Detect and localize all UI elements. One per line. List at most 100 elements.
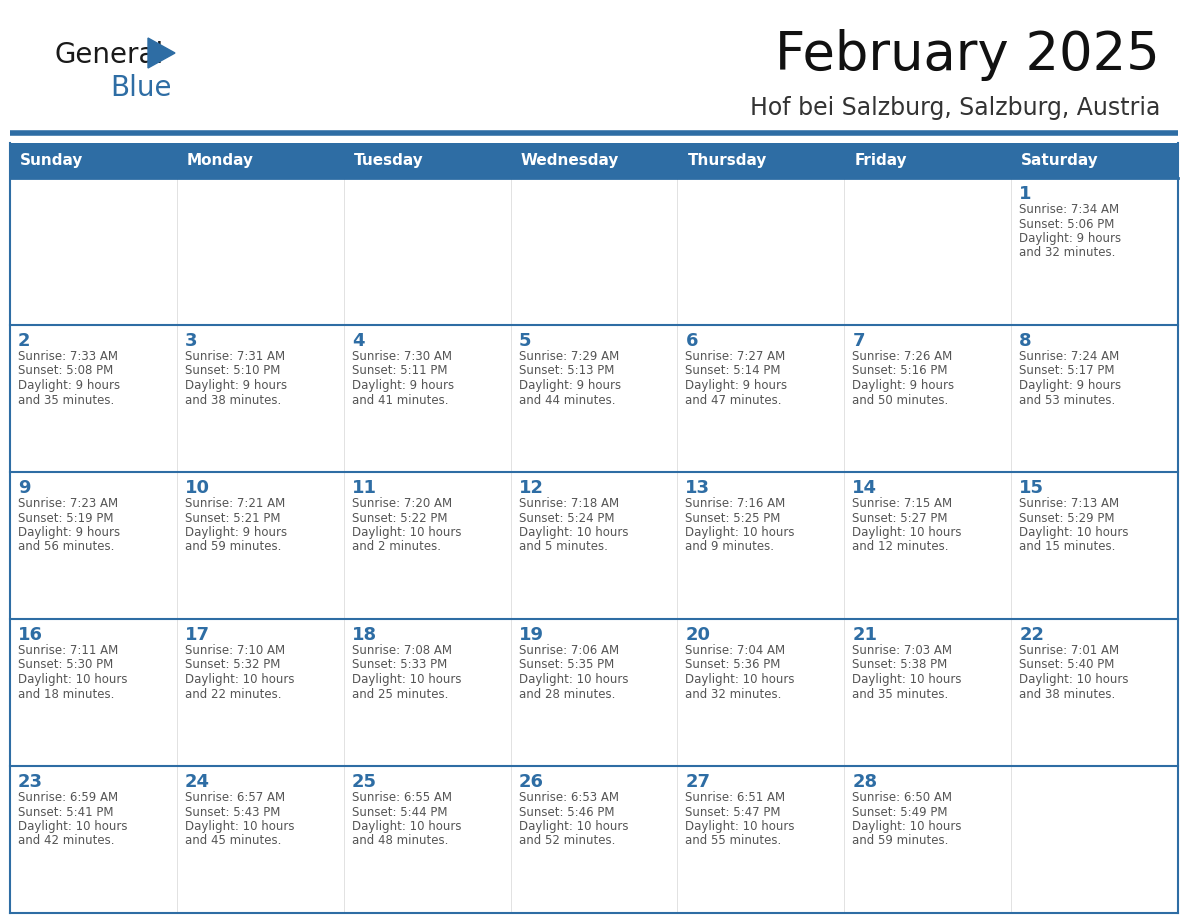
Bar: [511, 619, 677, 766]
Text: 11: 11: [352, 479, 377, 497]
Text: 21: 21: [852, 626, 877, 644]
Text: Sunset: 5:36 PM: Sunset: 5:36 PM: [685, 658, 781, 671]
Text: Sunset: 5:08 PM: Sunset: 5:08 PM: [18, 364, 113, 377]
Text: Daylight: 9 hours: Daylight: 9 hours: [519, 379, 620, 392]
Text: Sunrise: 7:06 AM: Sunrise: 7:06 AM: [519, 644, 619, 657]
Text: 18: 18: [352, 626, 377, 644]
Text: Saturday: Saturday: [1022, 153, 1099, 168]
Text: and 28 minutes.: and 28 minutes.: [519, 688, 615, 700]
Text: Sunrise: 7:20 AM: Sunrise: 7:20 AM: [352, 497, 451, 510]
Bar: [10, 619, 177, 766]
Text: and 44 minutes.: and 44 minutes.: [519, 394, 615, 407]
Text: and 41 minutes.: and 41 minutes.: [352, 394, 448, 407]
Bar: [177, 766, 343, 913]
Bar: [10, 472, 177, 619]
Bar: [10, 325, 177, 472]
Text: Daylight: 9 hours: Daylight: 9 hours: [18, 526, 120, 539]
Text: 8: 8: [1019, 332, 1031, 350]
Text: Sunset: 5:47 PM: Sunset: 5:47 PM: [685, 805, 781, 819]
Bar: [677, 325, 845, 472]
Text: Daylight: 10 hours: Daylight: 10 hours: [852, 673, 962, 686]
Text: Sunrise: 7:24 AM: Sunrise: 7:24 AM: [1019, 350, 1119, 363]
Text: and 48 minutes.: and 48 minutes.: [352, 834, 448, 847]
Text: Sunset: 5:44 PM: Sunset: 5:44 PM: [352, 805, 447, 819]
Text: Sunrise: 7:23 AM: Sunrise: 7:23 AM: [18, 497, 118, 510]
Text: and 38 minutes.: and 38 minutes.: [185, 394, 282, 407]
Text: Sunset: 5:40 PM: Sunset: 5:40 PM: [1019, 658, 1114, 671]
Text: Daylight: 10 hours: Daylight: 10 hours: [519, 820, 628, 833]
Bar: [845, 178, 1011, 325]
Text: and 59 minutes.: and 59 minutes.: [185, 541, 282, 554]
Text: 20: 20: [685, 626, 710, 644]
Text: and 38 minutes.: and 38 minutes.: [1019, 688, 1116, 700]
Bar: [1011, 325, 1178, 472]
Text: Daylight: 9 hours: Daylight: 9 hours: [852, 379, 954, 392]
Text: Sunrise: 6:50 AM: Sunrise: 6:50 AM: [852, 791, 953, 804]
Text: Sunset: 5:16 PM: Sunset: 5:16 PM: [852, 364, 948, 377]
Text: Daylight: 9 hours: Daylight: 9 hours: [185, 379, 287, 392]
Text: Tuesday: Tuesday: [354, 153, 423, 168]
Text: Daylight: 9 hours: Daylight: 9 hours: [685, 379, 788, 392]
Text: Sunset: 5:29 PM: Sunset: 5:29 PM: [1019, 511, 1114, 524]
Text: and 52 minutes.: and 52 minutes.: [519, 834, 615, 847]
Text: Daylight: 10 hours: Daylight: 10 hours: [685, 820, 795, 833]
Text: Daylight: 10 hours: Daylight: 10 hours: [352, 673, 461, 686]
Text: Sunset: 5:38 PM: Sunset: 5:38 PM: [852, 658, 948, 671]
Text: Sunset: 5:27 PM: Sunset: 5:27 PM: [852, 511, 948, 524]
Bar: [1011, 472, 1178, 619]
Text: Sunrise: 7:29 AM: Sunrise: 7:29 AM: [519, 350, 619, 363]
Text: General: General: [55, 41, 164, 69]
Bar: [343, 325, 511, 472]
Text: Sunset: 5:49 PM: Sunset: 5:49 PM: [852, 805, 948, 819]
Text: and 47 minutes.: and 47 minutes.: [685, 394, 782, 407]
Text: February 2025: February 2025: [776, 29, 1159, 81]
Bar: [511, 325, 677, 472]
Bar: [343, 766, 511, 913]
Text: Sunrise: 7:27 AM: Sunrise: 7:27 AM: [685, 350, 785, 363]
Text: Sunset: 5:46 PM: Sunset: 5:46 PM: [519, 805, 614, 819]
Bar: [845, 619, 1011, 766]
Text: Sunset: 5:19 PM: Sunset: 5:19 PM: [18, 511, 114, 524]
Text: 13: 13: [685, 479, 710, 497]
Text: Daylight: 10 hours: Daylight: 10 hours: [1019, 526, 1129, 539]
Text: Sunrise: 6:53 AM: Sunrise: 6:53 AM: [519, 791, 619, 804]
Text: Daylight: 10 hours: Daylight: 10 hours: [852, 820, 962, 833]
Text: 7: 7: [852, 332, 865, 350]
Bar: [10, 766, 177, 913]
Text: Sunrise: 7:03 AM: Sunrise: 7:03 AM: [852, 644, 953, 657]
Text: Sunrise: 7:34 AM: Sunrise: 7:34 AM: [1019, 203, 1119, 216]
Text: Daylight: 9 hours: Daylight: 9 hours: [185, 526, 287, 539]
Text: Sunset: 5:22 PM: Sunset: 5:22 PM: [352, 511, 447, 524]
Text: and 9 minutes.: and 9 minutes.: [685, 541, 775, 554]
Text: Daylight: 10 hours: Daylight: 10 hours: [519, 673, 628, 686]
Text: Sunrise: 7:18 AM: Sunrise: 7:18 AM: [519, 497, 619, 510]
Text: 2: 2: [18, 332, 31, 350]
Text: Sunset: 5:41 PM: Sunset: 5:41 PM: [18, 805, 114, 819]
Text: 26: 26: [519, 773, 544, 791]
Text: Sunset: 5:10 PM: Sunset: 5:10 PM: [185, 364, 280, 377]
Text: Daylight: 10 hours: Daylight: 10 hours: [352, 526, 461, 539]
Text: Sunrise: 7:16 AM: Sunrise: 7:16 AM: [685, 497, 785, 510]
Text: and 15 minutes.: and 15 minutes.: [1019, 541, 1116, 554]
Text: Sunrise: 7:13 AM: Sunrise: 7:13 AM: [1019, 497, 1119, 510]
Text: and 53 minutes.: and 53 minutes.: [1019, 394, 1116, 407]
Text: and 55 minutes.: and 55 minutes.: [685, 834, 782, 847]
Text: Daylight: 9 hours: Daylight: 9 hours: [18, 379, 120, 392]
Text: and 50 minutes.: and 50 minutes.: [852, 394, 948, 407]
Text: Sunrise: 7:08 AM: Sunrise: 7:08 AM: [352, 644, 451, 657]
Text: 14: 14: [852, 479, 877, 497]
Text: and 22 minutes.: and 22 minutes.: [185, 688, 282, 700]
Text: Sunrise: 7:11 AM: Sunrise: 7:11 AM: [18, 644, 119, 657]
Bar: [10, 178, 177, 325]
Text: Daylight: 10 hours: Daylight: 10 hours: [852, 526, 962, 539]
Bar: [1011, 766, 1178, 913]
Text: 25: 25: [352, 773, 377, 791]
Text: 23: 23: [18, 773, 43, 791]
Text: Sunrise: 6:55 AM: Sunrise: 6:55 AM: [352, 791, 451, 804]
Text: 3: 3: [185, 332, 197, 350]
Text: and 35 minutes.: and 35 minutes.: [18, 394, 114, 407]
Bar: [10, 143, 1178, 178]
Text: Sunset: 5:17 PM: Sunset: 5:17 PM: [1019, 364, 1114, 377]
Text: Friday: Friday: [854, 153, 906, 168]
Bar: [1011, 178, 1178, 325]
